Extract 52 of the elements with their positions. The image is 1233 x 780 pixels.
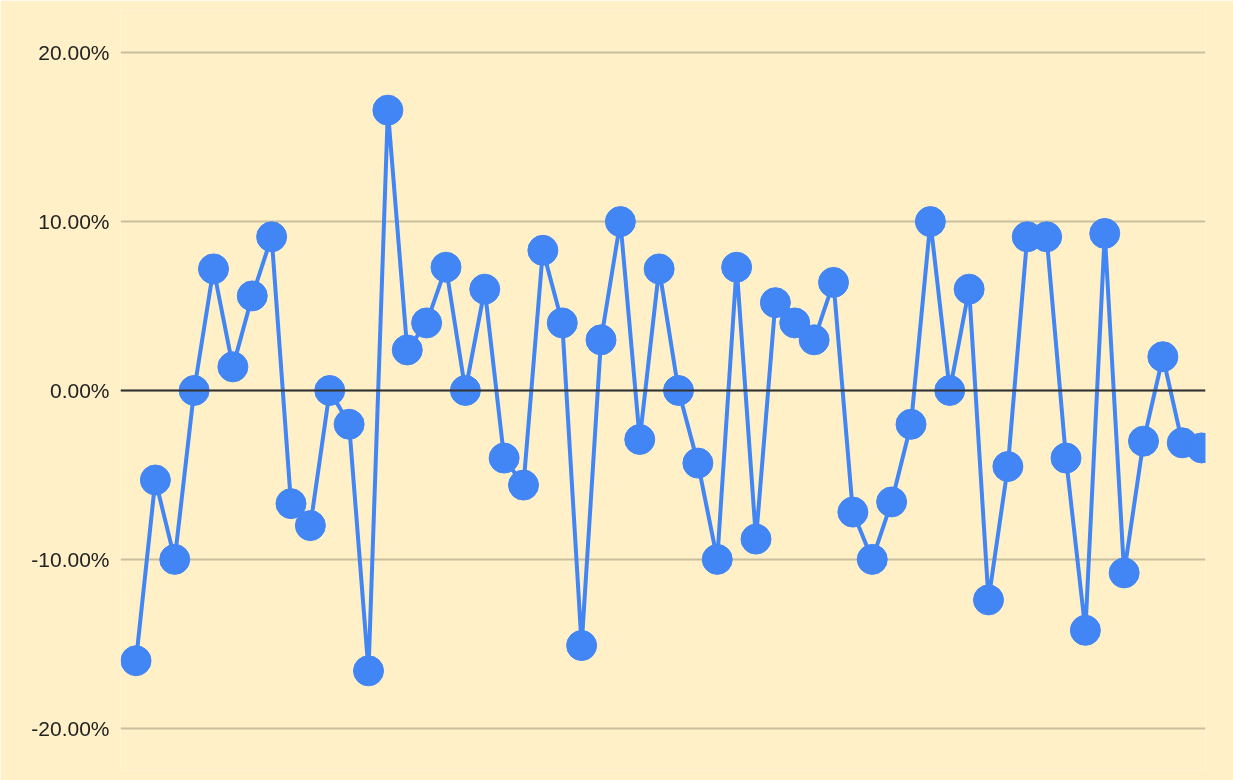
point xyxy=(1089,217,1121,249)
point xyxy=(759,287,791,319)
point xyxy=(1069,614,1101,646)
point xyxy=(469,273,501,305)
point xyxy=(139,464,171,496)
point xyxy=(353,655,384,687)
point xyxy=(333,408,365,440)
point xyxy=(566,630,598,661)
point xyxy=(624,424,656,455)
point xyxy=(585,324,617,356)
point xyxy=(895,408,927,440)
point xyxy=(740,523,772,555)
point xyxy=(546,307,578,339)
point xyxy=(798,324,830,356)
point xyxy=(721,251,753,283)
point xyxy=(973,584,1004,616)
point xyxy=(294,510,326,542)
point xyxy=(488,442,520,474)
point xyxy=(779,307,811,339)
point xyxy=(236,280,268,312)
point xyxy=(217,351,249,383)
point xyxy=(430,251,462,283)
point xyxy=(198,253,229,285)
point xyxy=(1050,442,1082,474)
point xyxy=(856,543,888,575)
point xyxy=(120,645,152,677)
point xyxy=(1108,557,1140,589)
point xyxy=(1147,341,1179,373)
point xyxy=(701,543,733,575)
point xyxy=(391,334,423,366)
point xyxy=(159,543,191,575)
y-tick-label: -10.00% xyxy=(31,547,110,571)
point xyxy=(604,206,636,238)
point xyxy=(1128,425,1159,457)
point xyxy=(527,234,559,266)
point xyxy=(275,488,307,520)
point xyxy=(953,273,985,305)
point xyxy=(837,496,869,528)
point xyxy=(411,307,443,339)
point xyxy=(256,221,288,253)
point xyxy=(818,266,849,298)
point xyxy=(508,469,539,501)
point xyxy=(992,451,1024,482)
point xyxy=(643,253,675,285)
y-tick-label: 10.00% xyxy=(38,210,110,234)
y-tick-label: 20.00% xyxy=(38,41,110,65)
point xyxy=(372,94,404,126)
y-tick-label: 0.00% xyxy=(49,379,110,402)
point xyxy=(876,486,908,518)
point xyxy=(682,447,714,479)
y-tick-label: -20.00% xyxy=(31,716,110,740)
point xyxy=(914,206,946,238)
